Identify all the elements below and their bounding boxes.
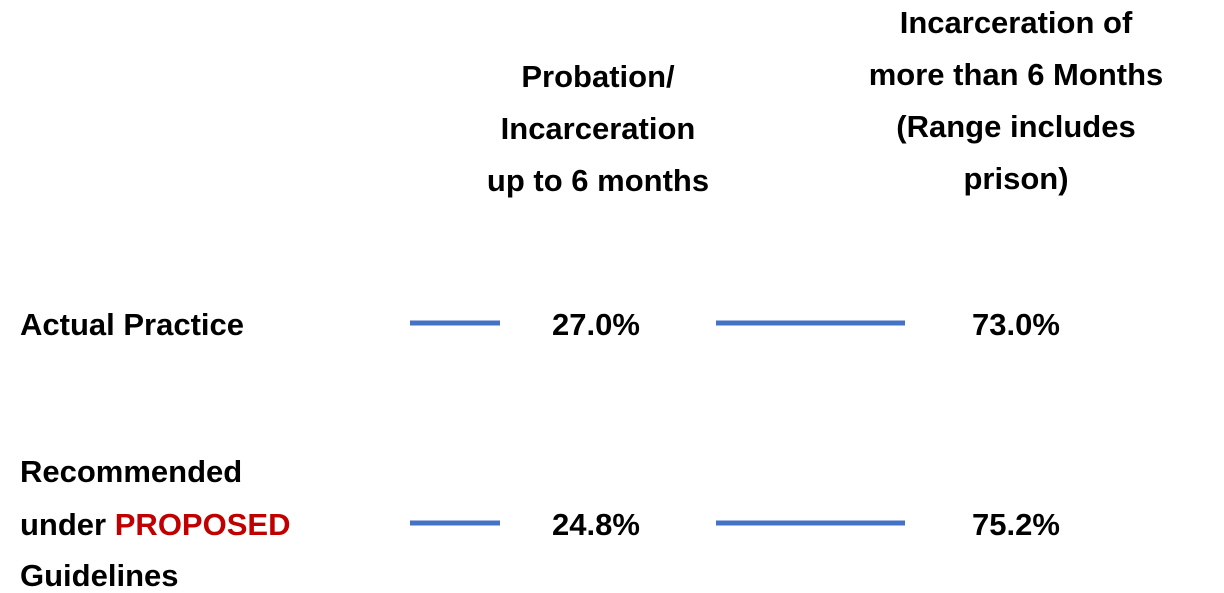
cell-value: 24.8% — [552, 507, 640, 542]
row-label: Actual Practice — [20, 307, 244, 342]
header-incarceration: Incarceration of more than 6 Months (Ran… — [869, 5, 1164, 196]
cell-value: 27.0% — [552, 307, 640, 342]
header-line: prison) — [963, 161, 1068, 196]
header-probation: Probation/ Incarceration up to 6 months — [487, 59, 709, 198]
row-label: Guidelines — [20, 558, 178, 593]
header-line: Probation/ — [521, 59, 675, 94]
row-label: under PROPOSED — [20, 507, 290, 542]
header-line: up to 6 months — [487, 163, 709, 198]
cell-value: 75.2% — [972, 507, 1060, 542]
header-line: Incarceration — [501, 111, 696, 146]
header-line: Incarceration of — [900, 5, 1133, 40]
header-line: (Range includes — [896, 109, 1135, 144]
cell-value: 73.0% — [972, 307, 1060, 342]
row-label-emphasis: PROPOSED — [115, 507, 291, 542]
row-proposed: Recommended under PROPOSED Guidelines 24… — [20, 454, 1060, 593]
row-actual: Actual Practice 27.0% 73.0% — [20, 307, 1060, 342]
header-line: more than 6 Months — [869, 57, 1164, 92]
row-label: Recommended — [20, 454, 242, 489]
row-label-part: under — [20, 507, 106, 542]
